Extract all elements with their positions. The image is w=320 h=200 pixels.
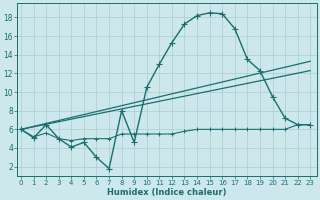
X-axis label: Humidex (Indice chaleur): Humidex (Indice chaleur) xyxy=(107,188,227,197)
